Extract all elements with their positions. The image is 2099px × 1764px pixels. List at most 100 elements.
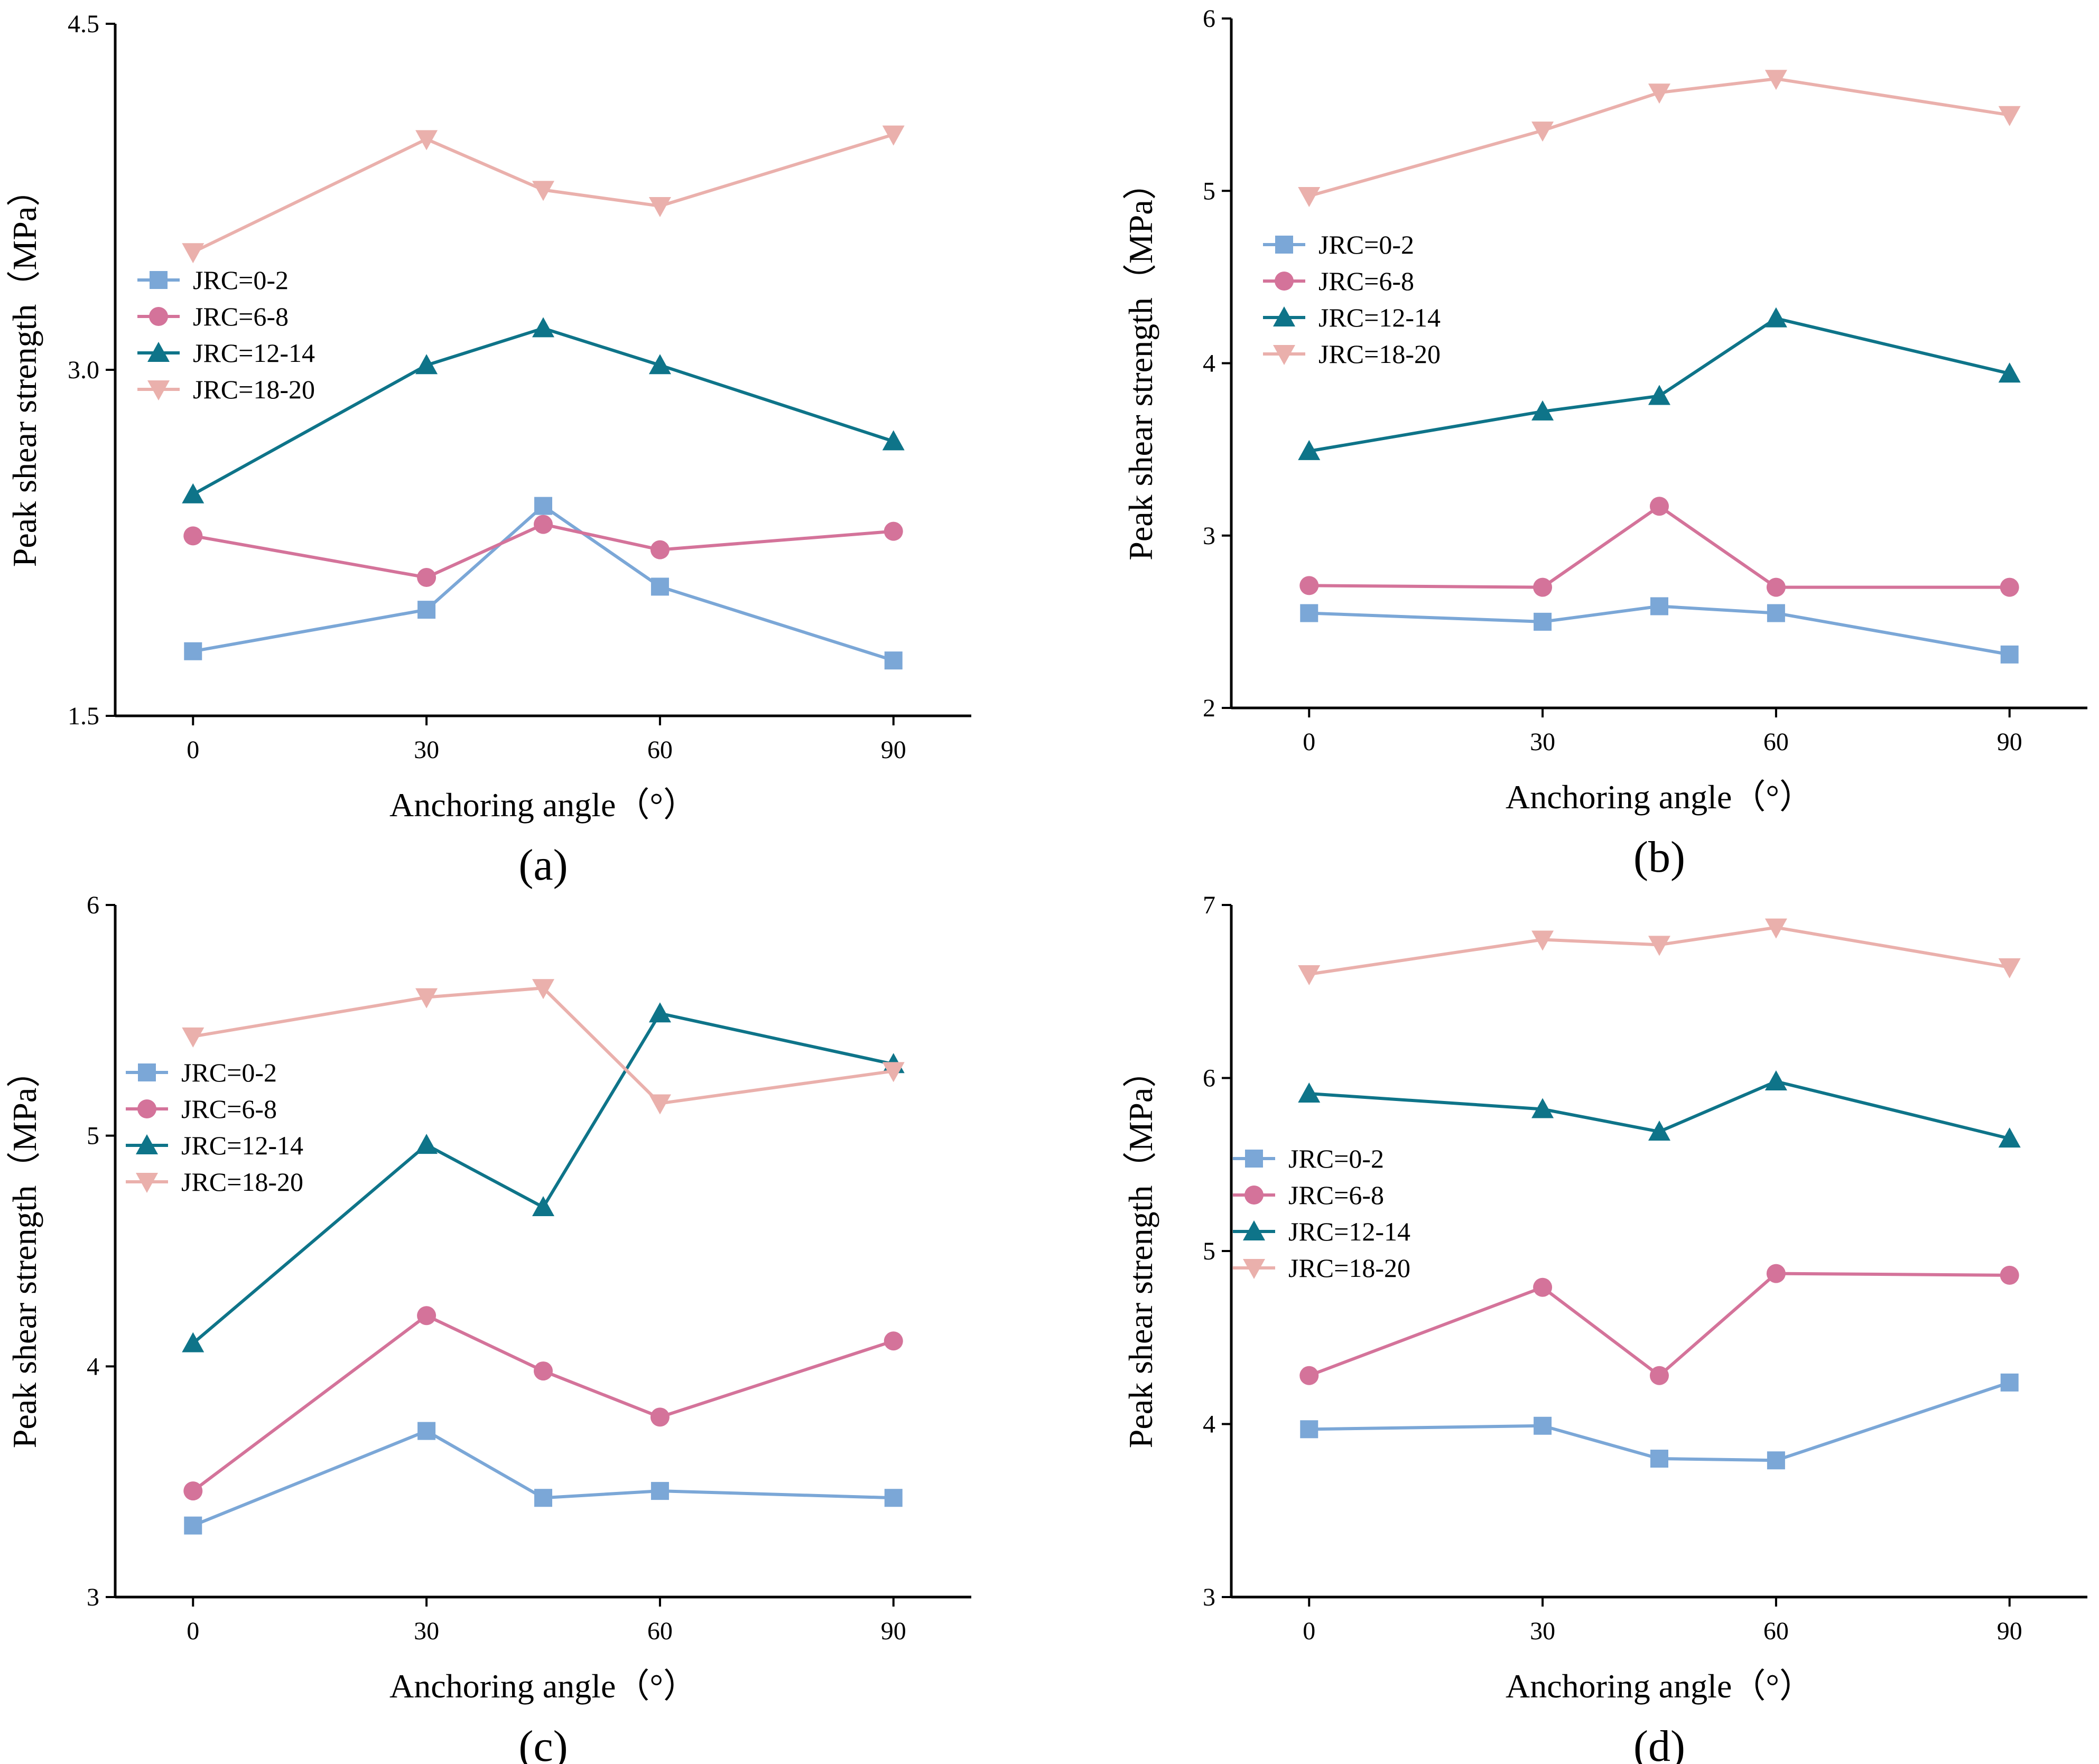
data-point-a-2 xyxy=(182,483,205,503)
x-tick-label-b: 60 xyxy=(1763,728,1789,756)
x-axis-title-b: Anchoring angle（°） xyxy=(1506,778,1813,816)
legend-c: JRC=0-2 JRC=6-8 JRC=12-14 JRC=18-20 xyxy=(126,1058,303,1197)
y-axis-title-c: Peak shear strength（MPa） xyxy=(6,1054,43,1449)
data-point-b-2 xyxy=(1648,385,1670,405)
legend-marker-c-3 xyxy=(136,1173,158,1193)
legend-label-d-0: JRC=0-2 xyxy=(1288,1144,1384,1173)
data-point-b-0 xyxy=(1534,612,1552,631)
data-point-b-1 xyxy=(1299,576,1319,595)
x-tick-label-c: 90 xyxy=(881,1617,906,1645)
legend-label-a-2: JRC=12-14 xyxy=(193,338,315,368)
data-point-a-1 xyxy=(417,568,436,587)
data-point-b-1 xyxy=(1766,577,1786,597)
legend-label-a-1: JRC=6-8 xyxy=(193,302,289,331)
data-point-b-0 xyxy=(1300,604,1318,622)
legend-marker-d-1 xyxy=(1244,1186,1264,1205)
data-point-b-3 xyxy=(1648,83,1670,104)
data-point-a-0 xyxy=(651,577,669,596)
data-point-c-3 xyxy=(532,979,554,1000)
y-tick-label-d: 7 xyxy=(1203,891,1215,919)
y-tick-label-c: 6 xyxy=(87,891,99,919)
data-point-c-1 xyxy=(183,1481,203,1501)
legend-label-c-0: JRC=0-2 xyxy=(181,1058,277,1087)
x-tick-label-d: 0 xyxy=(1303,1617,1315,1645)
y-tick-label-a: 1.5 xyxy=(68,702,99,730)
legend-marker-c-1 xyxy=(137,1099,156,1118)
data-point-b-3 xyxy=(1764,70,1787,90)
data-point-d-1 xyxy=(1533,1277,1553,1297)
data-point-b-3 xyxy=(1998,106,2021,126)
data-point-c-2 xyxy=(648,1002,671,1023)
y-tick-label-a: 4.5 xyxy=(68,10,99,38)
data-point-d-3 xyxy=(1648,936,1670,956)
data-point-d-3 xyxy=(1998,958,2021,978)
y-tick-label-d: 4 xyxy=(1203,1411,1215,1439)
x-tick-label-b: 30 xyxy=(1530,728,1555,756)
legend-marker-c-2 xyxy=(136,1134,158,1154)
data-point-c-1 xyxy=(650,1407,670,1427)
legend-marker-a-3 xyxy=(147,380,170,400)
legend-label-b-1: JRC=6-8 xyxy=(1318,266,1414,296)
data-point-a-0 xyxy=(884,651,903,670)
data-point-c-2 xyxy=(415,1134,438,1154)
data-point-d-0 xyxy=(1300,1420,1318,1439)
y-axis-title-d: Peak shear strength（MPa） xyxy=(1122,1054,1159,1449)
data-point-a-1 xyxy=(650,540,670,559)
x-tick-label-c: 30 xyxy=(414,1617,439,1645)
legend-label-c-3: JRC=18-20 xyxy=(181,1167,303,1197)
data-point-d-2 xyxy=(1764,1070,1787,1091)
data-point-d-0 xyxy=(1650,1450,1668,1468)
data-point-c-0 xyxy=(651,1482,669,1500)
y-tick-label-d: 5 xyxy=(1203,1237,1215,1265)
data-point-c-1 xyxy=(417,1306,436,1326)
legend-label-d-2: JRC=12-14 xyxy=(1288,1217,1410,1246)
chart-panel-a: 1.5 3.0 4.5 0 30 60 90 Anchoring angle（°） Peak s… xyxy=(6,10,971,890)
x-tick-label-a: 0 xyxy=(187,736,199,764)
data-point-d-1 xyxy=(1766,1264,1786,1283)
panel-label-c: (c) xyxy=(518,1722,568,1764)
x-tick-label-c: 0 xyxy=(187,1617,199,1645)
data-point-a-2 xyxy=(532,317,554,338)
x-tick-label-a: 90 xyxy=(881,736,906,764)
data-point-b-2 xyxy=(1998,362,2021,383)
legend-marker-a-1 xyxy=(149,307,168,326)
data-point-b-1 xyxy=(1650,497,1669,516)
x-tick-label-a: 30 xyxy=(414,736,439,764)
data-point-c-2 xyxy=(182,1332,205,1352)
data-point-a-0 xyxy=(417,601,436,619)
data-point-c-3 xyxy=(648,1094,671,1115)
x-tick-label-d: 60 xyxy=(1763,1617,1789,1645)
data-point-a-3 xyxy=(532,181,554,201)
data-point-c-0 xyxy=(184,1516,202,1535)
legend-marker-d-0 xyxy=(1245,1150,1263,1168)
legend-label-c-1: JRC=6-8 xyxy=(181,1094,277,1124)
legend-d: JRC=0-2 JRC=6-8 JRC=12-14 JRC=18-20 xyxy=(1233,1144,1410,1283)
data-point-c-3 xyxy=(182,1027,205,1048)
panel-label-a: (a) xyxy=(518,841,568,890)
y-axis-title-b: Peak shear strength（MPa） xyxy=(1122,166,1159,561)
legend-marker-b-2 xyxy=(1273,306,1295,326)
legend-marker-d-2 xyxy=(1243,1220,1265,1240)
data-point-d-0 xyxy=(1534,1416,1552,1435)
data-point-d-2 xyxy=(1531,1098,1554,1118)
y-tick-label-c: 5 xyxy=(87,1122,99,1150)
data-point-a-3 xyxy=(182,243,205,264)
x-tick-label-d: 90 xyxy=(1997,1617,2022,1645)
data-point-a-3 xyxy=(882,125,905,146)
x-tick-label-d: 30 xyxy=(1530,1617,1555,1645)
data-point-a-0 xyxy=(184,642,202,660)
legend-label-b-3: JRC=18-20 xyxy=(1318,339,1441,369)
panel-label-b: (b) xyxy=(1633,833,1685,882)
legend-marker-a-2 xyxy=(147,342,170,362)
x-tick-label-b: 0 xyxy=(1303,728,1315,756)
data-point-c-1 xyxy=(534,1361,553,1381)
legend-marker-c-0 xyxy=(138,1063,156,1081)
data-point-d-3 xyxy=(1298,965,1321,985)
legend-marker-a-0 xyxy=(150,271,168,289)
data-point-c-0 xyxy=(534,1489,552,1507)
data-point-d-2 xyxy=(1998,1127,2021,1148)
data-point-b-1 xyxy=(2000,577,2019,597)
